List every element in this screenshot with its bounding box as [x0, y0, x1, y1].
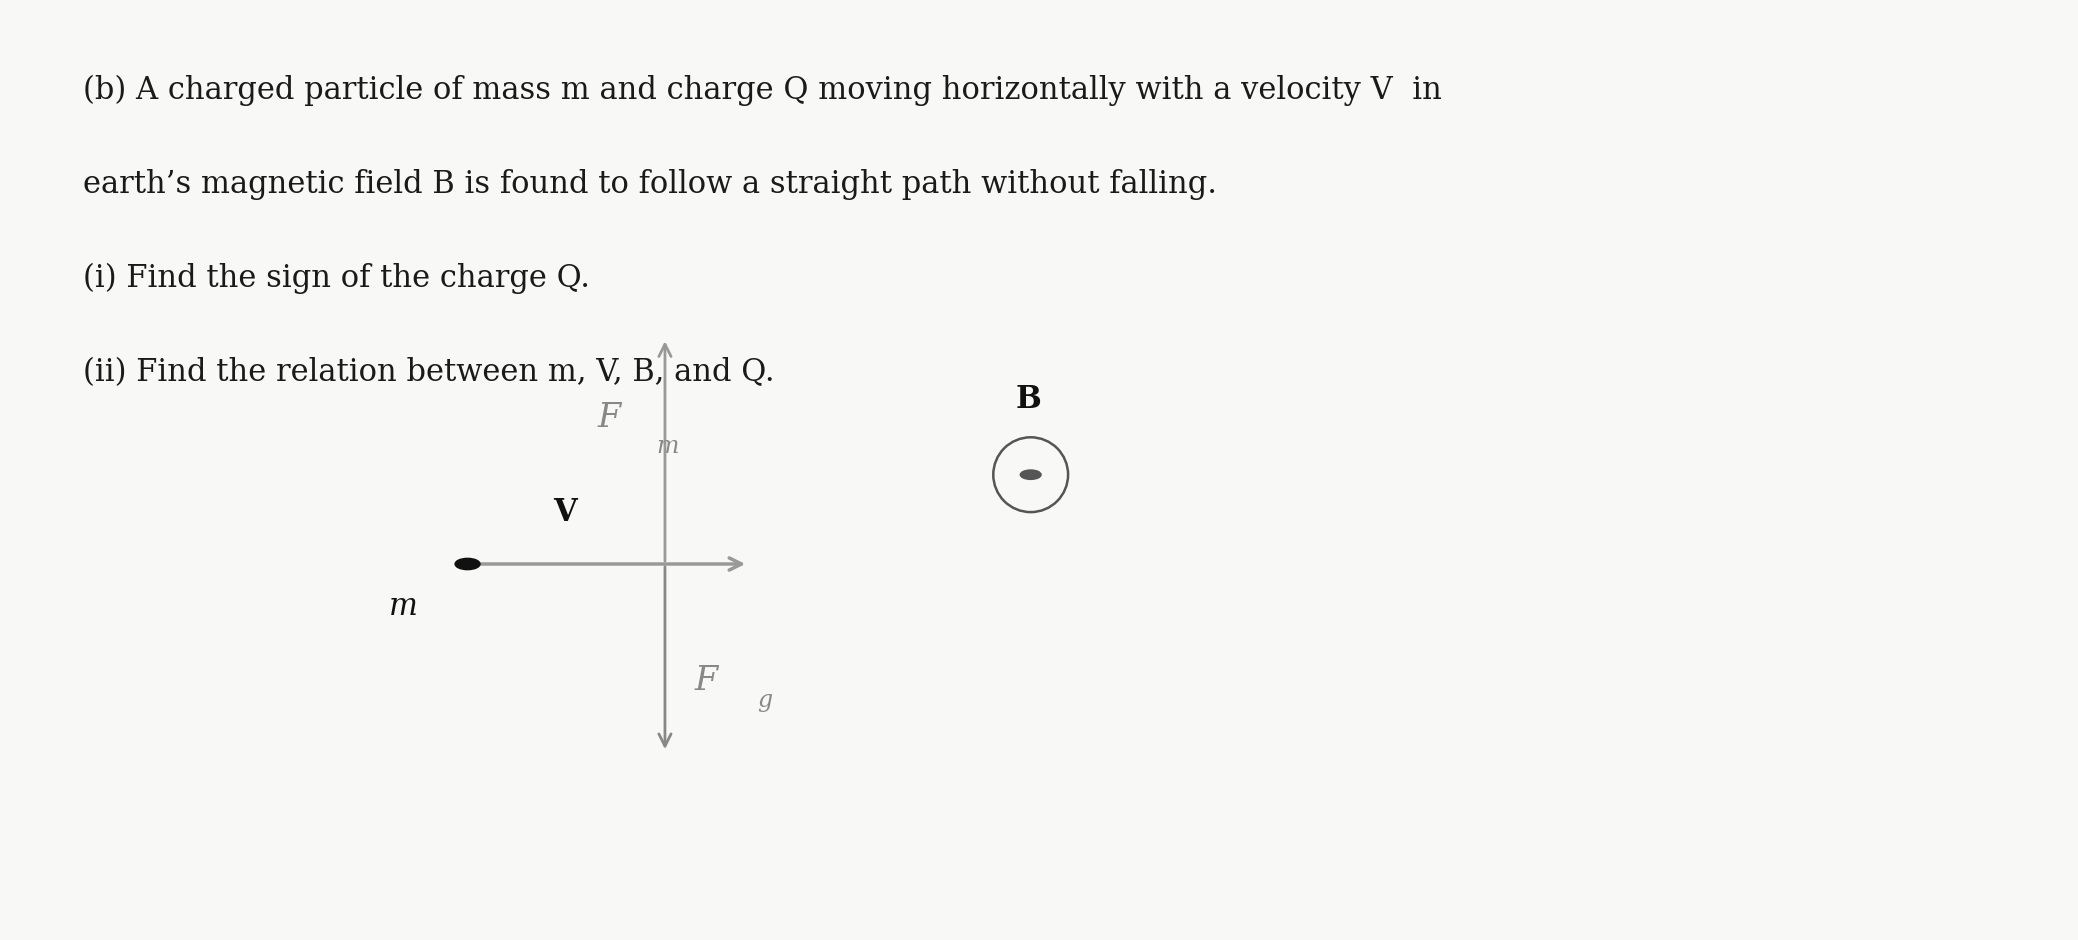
Text: F: F — [694, 666, 719, 697]
Text: m: m — [657, 435, 677, 458]
Text: (b) A charged particle of mass m and charge Q moving horizontally with a velocit: (b) A charged particle of mass m and cha… — [83, 75, 1442, 106]
Text: g: g — [756, 689, 773, 712]
Text: earth’s magnetic field B is found to follow a straight path without falling.: earth’s magnetic field B is found to fol… — [83, 169, 1218, 200]
Text: (i) Find the sign of the charge Q.: (i) Find the sign of the charge Q. — [83, 263, 590, 294]
Text: B: B — [1016, 384, 1041, 415]
Text: F: F — [596, 402, 621, 434]
Circle shape — [455, 558, 480, 570]
Text: m: m — [389, 591, 418, 621]
Text: V: V — [553, 497, 578, 527]
Text: (ii) Find the relation between m, V, B, and Q.: (ii) Find the relation between m, V, B, … — [83, 357, 775, 388]
Circle shape — [1020, 470, 1041, 479]
